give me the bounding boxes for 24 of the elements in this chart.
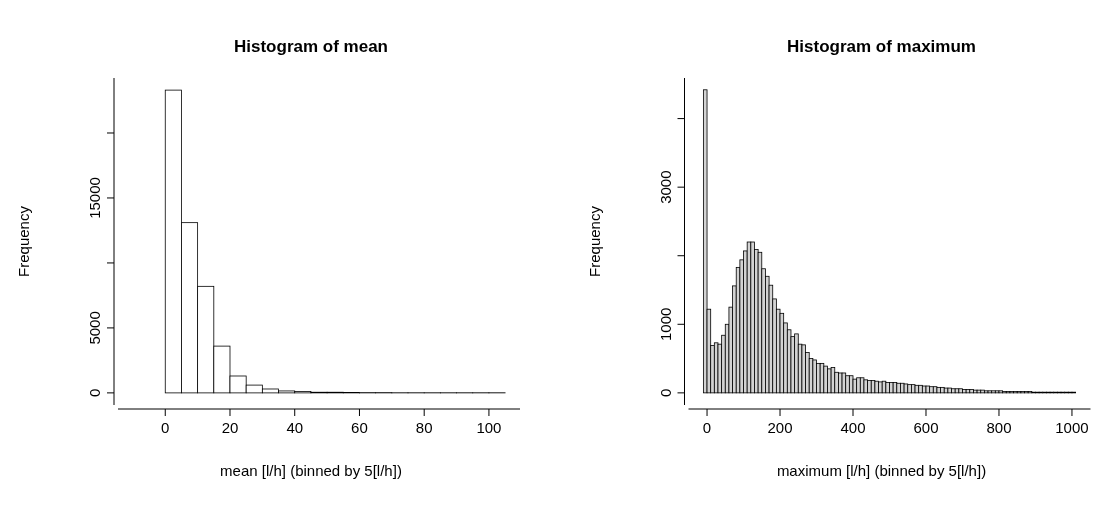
- x-tick-label: 40: [286, 419, 304, 436]
- y-tick-label: 15000: [86, 177, 103, 219]
- chart-title: Histogram of maximum: [787, 37, 976, 56]
- y-tick-label: 0: [86, 388, 103, 398]
- x-tick-label: 200: [767, 419, 793, 436]
- x-tick-label: 1000: [1055, 419, 1089, 436]
- x-tick-label: 80: [415, 419, 433, 436]
- x-axis-title: maximum [l/h] (binned by 5[l/h]): [776, 462, 987, 479]
- x-tick-label: 20: [221, 419, 239, 436]
- x-tick-label: 60: [351, 419, 368, 436]
- y-tick-label: 0: [656, 388, 674, 398]
- x-tick-label: 800: [986, 419, 1012, 436]
- x-tick-label: 600: [913, 419, 939, 436]
- y-tick-label: 3000: [656, 170, 674, 204]
- chart-title: Histogram of mean: [234, 37, 388, 56]
- x-tick-label: 400: [840, 419, 866, 436]
- x-tick-label: 0: [161, 419, 170, 436]
- y-tick-label: 1000: [656, 307, 674, 341]
- x-axis-title: mean [l/h] (binned by 5[l/h]): [220, 462, 402, 479]
- x-tick-label: 100: [476, 419, 502, 436]
- y-tick-label: 5000: [86, 311, 103, 345]
- y-axis-title: Frequency: [585, 205, 603, 277]
- x-tick-label: 0: [702, 419, 712, 436]
- y-axis-title: Frequency: [15, 205, 32, 277]
